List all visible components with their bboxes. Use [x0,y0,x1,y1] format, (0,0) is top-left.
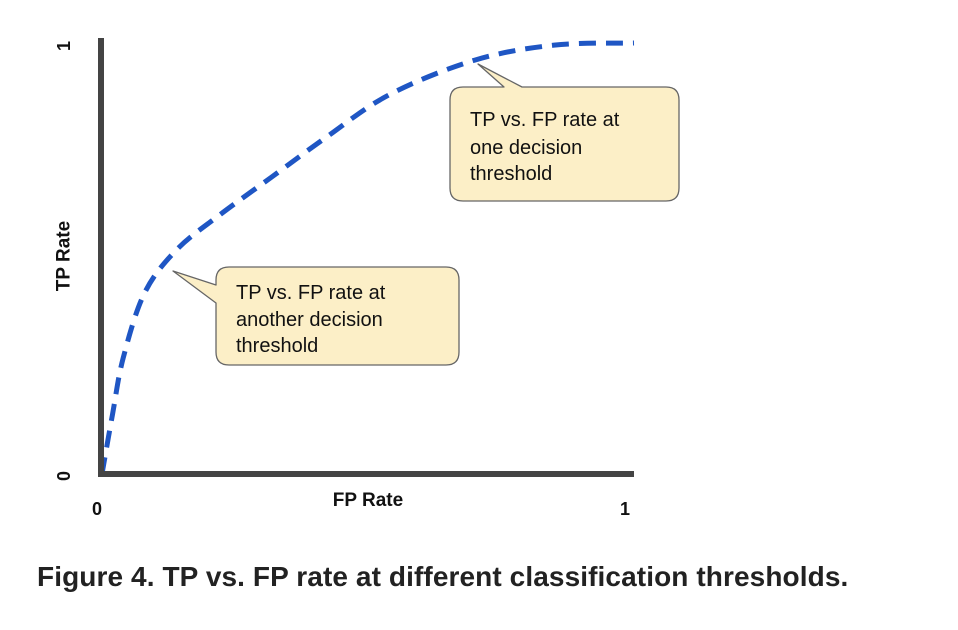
x-axis-label: FP Rate [333,490,403,511]
callout-bottom-line-3: threshold [236,335,318,357]
callout-bottom: TP vs. FP rate at another decision thres… [172,266,460,366]
roc-chart: 1 0 TP Rate 0 1 FP Rate TP vs. FP rate a… [54,38,680,519]
figure-caption: Figure 4. TP vs. FP rate at different cl… [37,561,849,592]
callout-bottom-bubble [172,266,460,366]
callout-top-line-3: threshold [470,163,552,185]
callout-bottom-line-1: TP vs. FP rate at [236,282,386,304]
callout-bottom-line-2: another decision [236,309,383,331]
roc-curve-series-1 [99,40,635,475]
callout-top: TP vs. FP rate at one decision threshold [449,63,680,202]
callout-top-line-2: one decision [470,137,582,159]
y-axis-label: TP Rate [54,221,75,291]
y-tick-bottom: 0 [54,471,74,481]
series-layer [99,40,635,475]
x-tick-left: 0 [92,499,102,519]
callout-top-bubble [449,63,680,202]
y-tick-top: 1 [54,41,74,51]
callout-top-line-1: TP vs. FP rate at [470,109,620,131]
x-tick-right: 1 [620,499,630,519]
